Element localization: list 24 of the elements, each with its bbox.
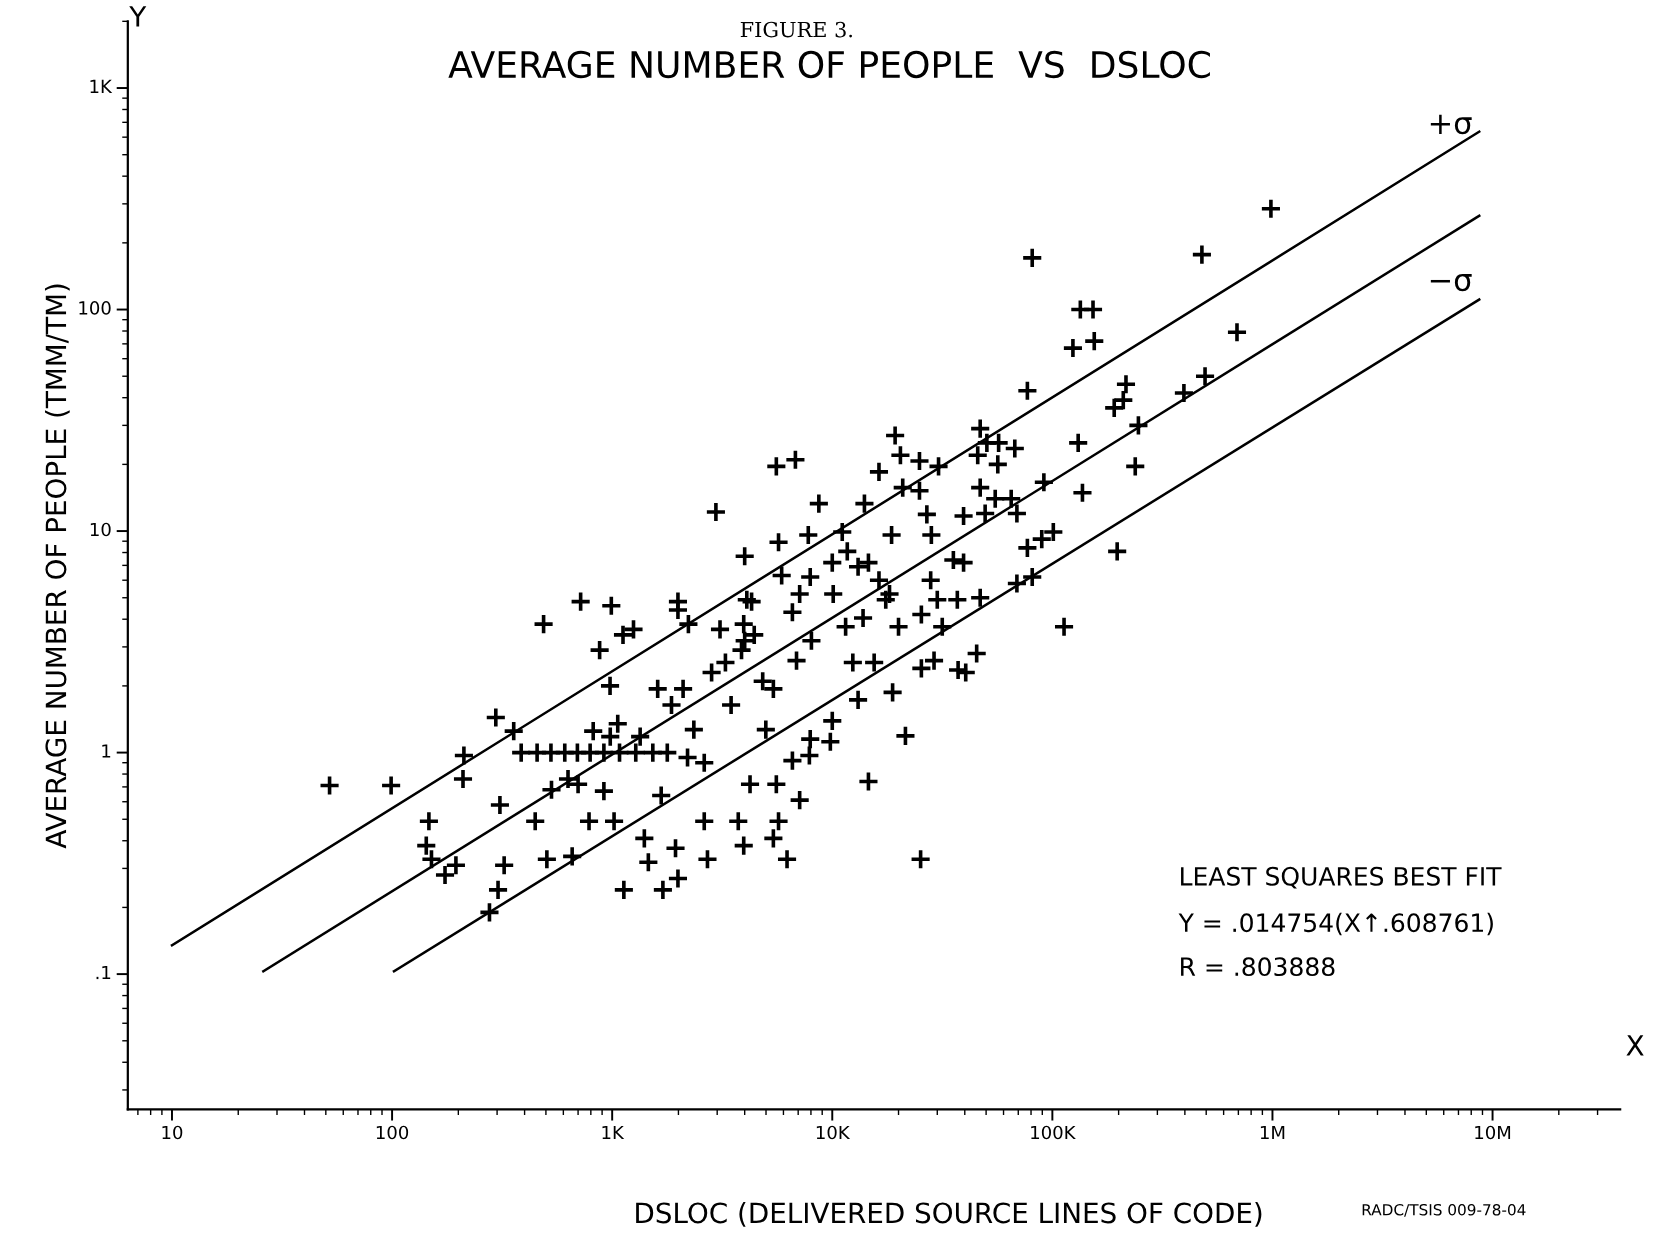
x-tick-label: 10M: [1475, 1125, 1511, 1140]
annotation: LEAST SQUARES BEST FIT: [1181, 866, 1502, 889]
annotation: +σ: [1430, 114, 1472, 135]
y-axis-title: AVERAGE NUMBER OF PEOPLE (TMM/TM): [44, 284, 70, 849]
text: AVERAGE NUMBER OF PEOPLE VS DSLOC: [448, 50, 1210, 79]
annotation: R = .803888: [1181, 957, 1335, 977]
annotation: Y: [129, 6, 147, 27]
x-tick-label: 10: [162, 1125, 183, 1140]
y-tick-label: 1K: [90, 79, 113, 93]
y-tick-label: .1: [96, 965, 111, 980]
text: X: [1626, 1035, 1644, 1056]
x-tick-label: 100K: [1031, 1125, 1076, 1140]
annotation: Y = .014754(X↑.608761): [1178, 912, 1493, 936]
text: RADC/TSIS 009-78-04: [1362, 1203, 1526, 1217]
x-tick-label: 100: [376, 1125, 409, 1140]
annotation: −σ: [1430, 274, 1472, 292]
annotation: FIGURE 3.: [740, 21, 852, 38]
x-axis-title: DSLOC (DELIVERED SOURCE LINES OF CODE): [636, 1201, 1262, 1227]
y-tick-label: 10: [90, 522, 111, 537]
x-tick-label: 1M: [1260, 1125, 1285, 1140]
x-tick-label: 10K: [816, 1125, 851, 1140]
y-tick-label: 100: [79, 301, 111, 315]
x-tick-label: 1K: [602, 1125, 625, 1140]
y-tick-label: 1: [102, 744, 111, 758]
